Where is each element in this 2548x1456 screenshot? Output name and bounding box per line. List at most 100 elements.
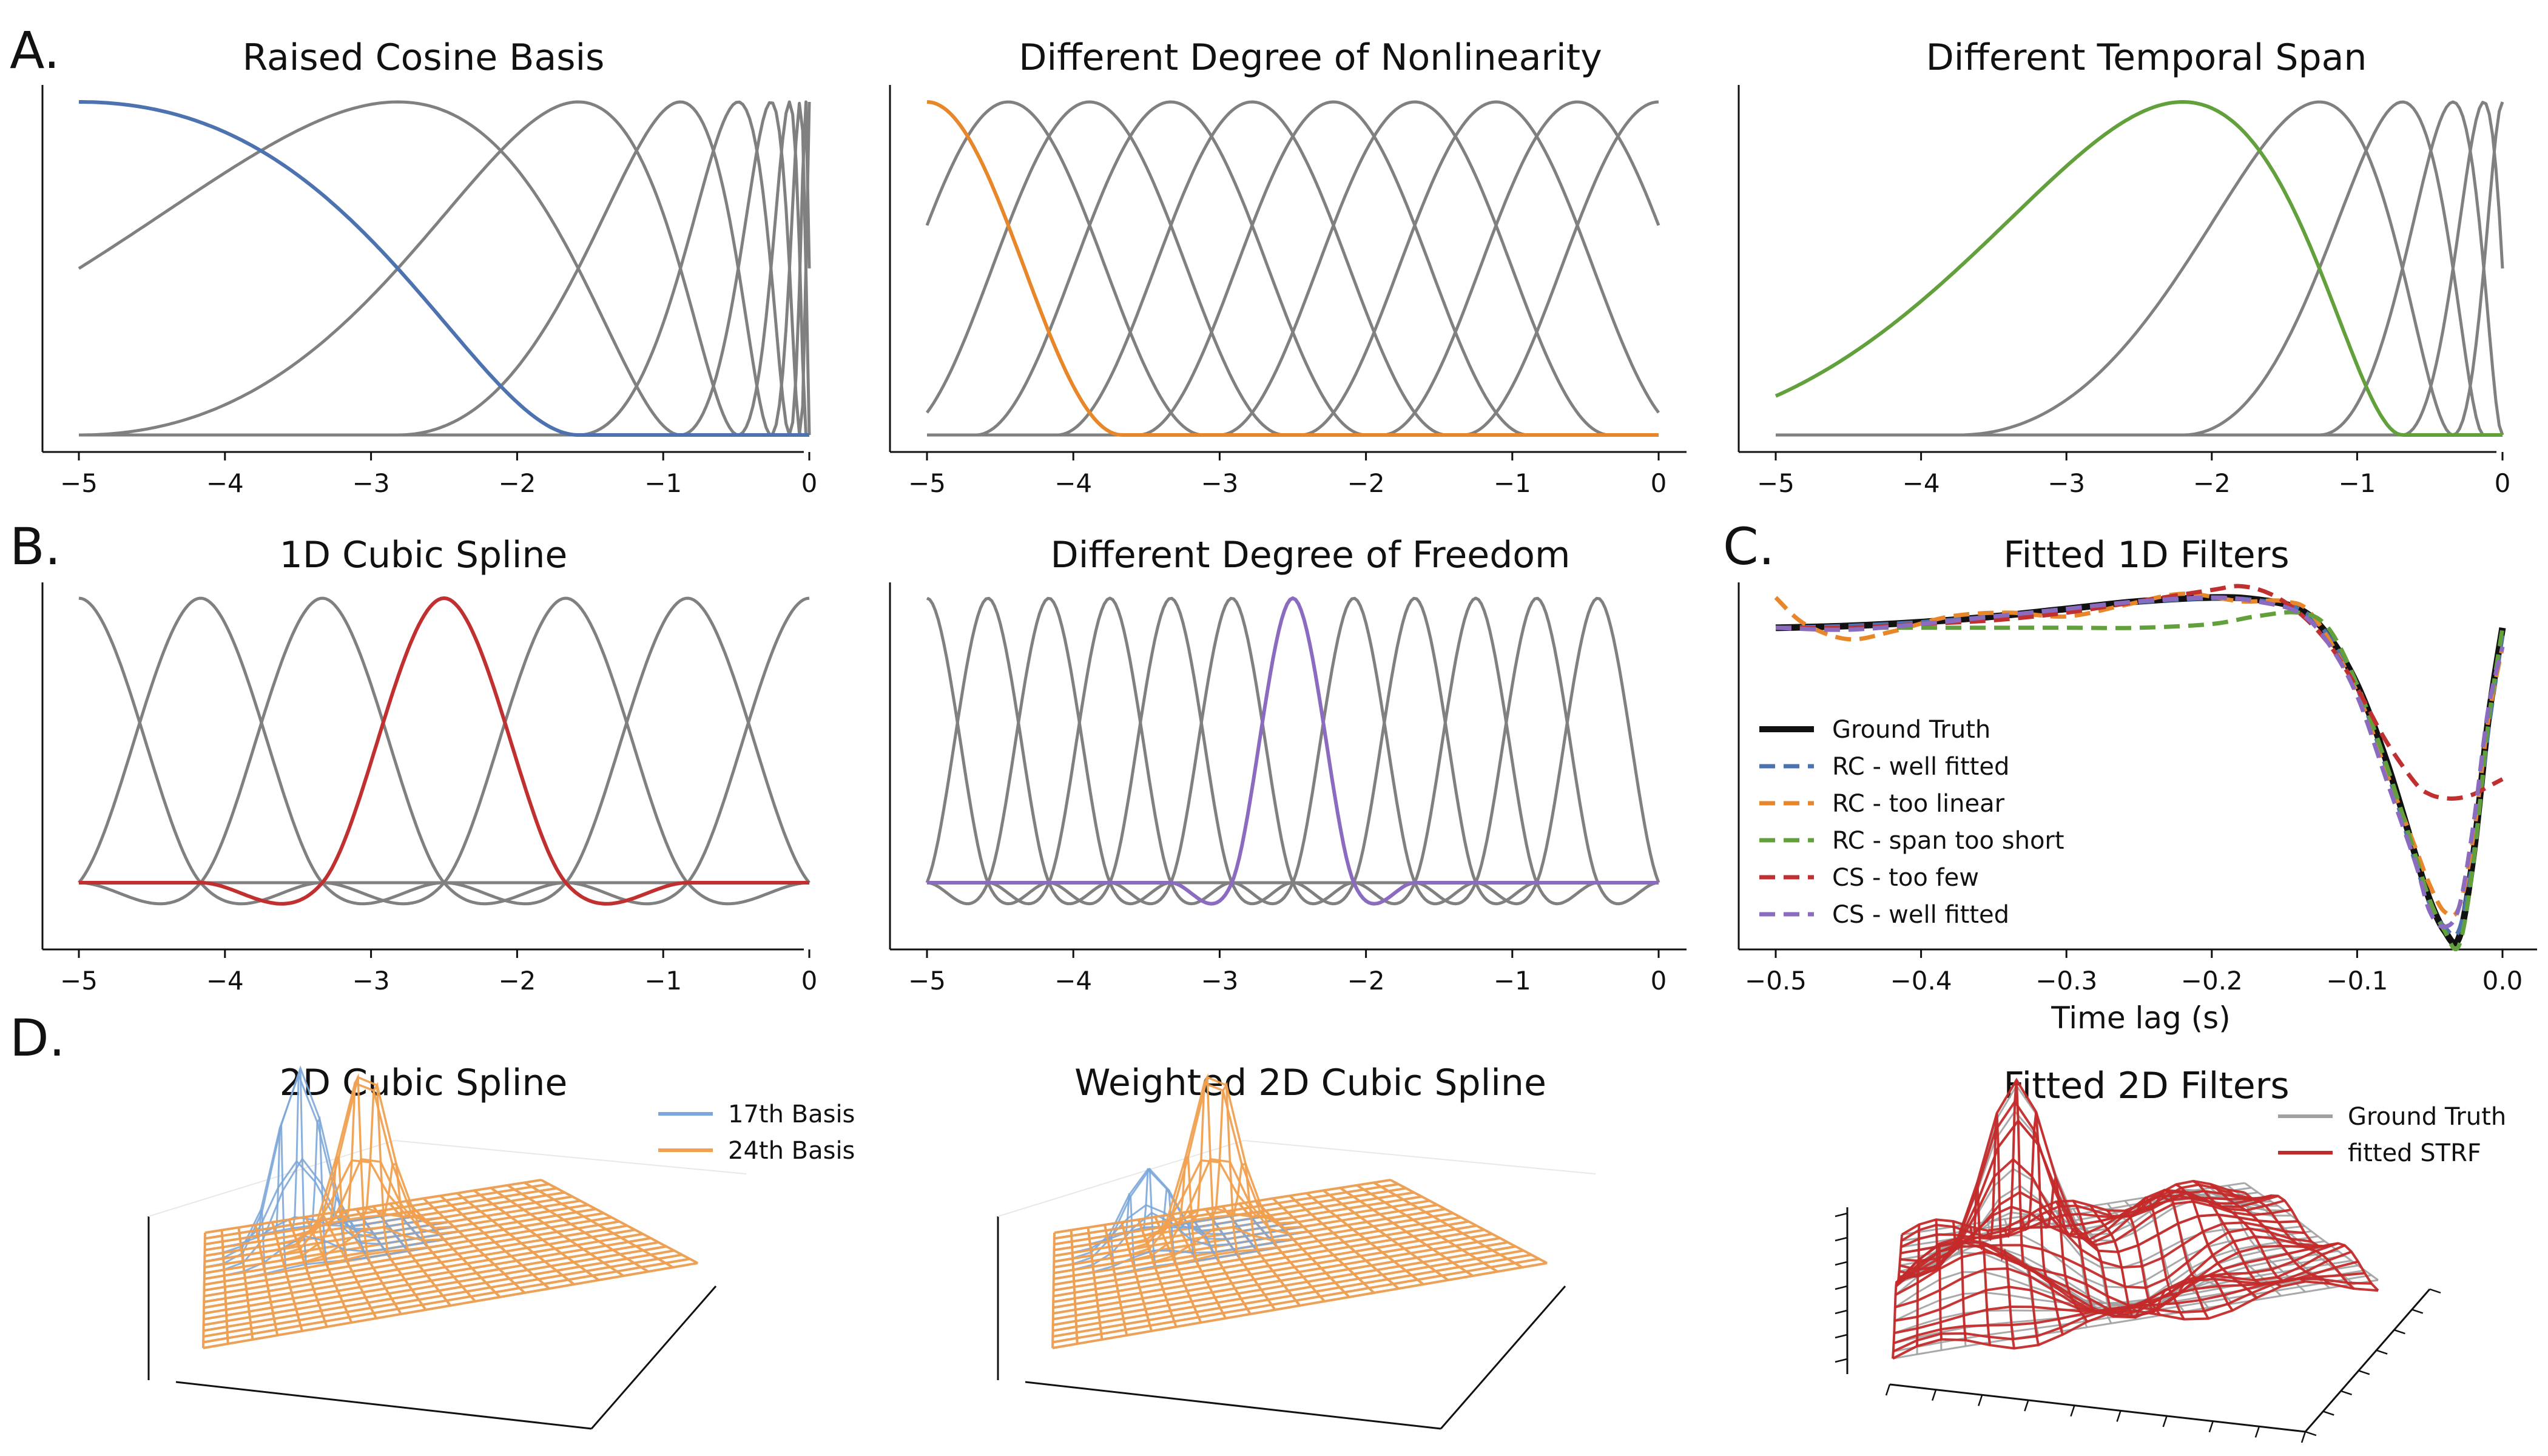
basis-mesh-orange xyxy=(1289,1195,1400,1290)
title-temporal-span: Different Temporal Span xyxy=(1926,36,2367,79)
title-fitted-1d: Fitted 1D Filters xyxy=(2003,534,2289,576)
series-line-rc-span-too-short xyxy=(1776,610,2505,952)
back-edge-weighted-2d xyxy=(1243,1140,1596,1175)
axes-cubic-spline-1d: −5 −4 −3 −2 −1 0 xyxy=(41,582,818,996)
legend-label-fitted-strf: fitted STRF xyxy=(2348,1139,2481,1167)
x-tick-label-raised-cosine: 0 xyxy=(801,468,818,498)
x-tick-label-raised-cosine: −2 xyxy=(498,468,536,498)
x-tick-label-cubic-spline-1d: −1 xyxy=(644,966,682,996)
y-tick-fitted-2d xyxy=(2429,1288,2441,1294)
legend-label-24th: 24th Basis xyxy=(728,1137,855,1165)
curves-cubic-spline-1d xyxy=(78,596,811,906)
x-tick-label-nonlinearity: −1 xyxy=(1494,468,1531,498)
fitted-strf-mesh xyxy=(1900,1190,2259,1249)
x-tick-label-degree-freedom: −1 xyxy=(1494,966,1531,996)
curves-temporal-span xyxy=(1774,100,2504,437)
x-tick-label-cubic-spline-1d: −3 xyxy=(352,966,390,996)
x-tick-fitted-2d xyxy=(2070,1405,2075,1417)
basis-mesh-orange xyxy=(422,1198,525,1294)
curves-degree-freedom xyxy=(925,596,1660,906)
x-tick-label-degree-freedom: −4 xyxy=(1054,966,1092,996)
z-tick-fitted-2d xyxy=(1835,1309,1848,1315)
axes-temporal-span: −5 −4 −3 −2 −1 0 xyxy=(1737,85,2510,498)
x-tick-label-nonlinearity: −2 xyxy=(1347,468,1385,498)
basis-mesh-orange xyxy=(1339,1187,1474,1277)
legend-label-rc-well: RC - well fitted xyxy=(1832,753,2009,781)
x-tick-fitted-2d xyxy=(2254,1426,2260,1438)
back-edge-weighted-2d xyxy=(997,1140,1244,1217)
panel-letter-d: D. xyxy=(10,1008,65,1068)
legend-label-rc-short: RC - span too short xyxy=(1832,827,2064,855)
basis-mesh-orange xyxy=(1054,1179,1391,1234)
x-tick-label-temporal-span: −5 xyxy=(1757,468,1795,498)
back-edge-cubic-spline-2d xyxy=(148,1140,395,1217)
basis-mesh-orange xyxy=(1053,1220,1469,1292)
surface-weighted-2d xyxy=(997,1073,1596,1430)
y-tick-fitted-2d xyxy=(2376,1349,2388,1355)
title-fitted-2d: Fitted 2D Filters xyxy=(2003,1065,2289,1107)
x-tick-label-cubic-spline-1d: 0 xyxy=(801,966,818,996)
basis-mesh-orange xyxy=(1373,1181,1523,1269)
y-tick-fitted-2d xyxy=(2358,1370,2370,1375)
x-tick-label-raised-cosine: −1 xyxy=(644,468,682,498)
axes-degree-freedom: −5 −4 −3 −2 −1 0 xyxy=(889,582,1687,996)
basis-mesh-orange xyxy=(1054,1082,1430,1263)
x-tick-label-raised-cosine: −5 xyxy=(60,468,98,498)
z-tick-fitted-2d xyxy=(1835,1285,1848,1290)
panel-letter-b: B. xyxy=(10,517,61,576)
basis-mesh-orange xyxy=(204,1187,558,1245)
legend-label-cs-well: CS - well fitted xyxy=(1832,901,2009,929)
fitted-strf-mesh xyxy=(2192,1180,2306,1283)
z-tick-fitted-2d xyxy=(1835,1261,1848,1266)
fitted-strf-mesh xyxy=(1896,1227,2312,1289)
basis-mesh-orange xyxy=(524,1181,674,1269)
x-tick-fitted-2d xyxy=(2024,1400,2029,1412)
x-tick-label-degree-freedom: 0 xyxy=(1651,966,1667,996)
basis-mesh-orange xyxy=(1053,1216,1461,1286)
x-tick-label-degree-freedom: −3 xyxy=(1201,966,1238,996)
y-tick-fitted-2d xyxy=(2412,1309,2424,1314)
x-tick-label-nonlinearity: 0 xyxy=(1651,468,1667,498)
basis-mesh-orange xyxy=(541,1179,698,1264)
title-weighted-2d: Weighted 2D Cubic Spline xyxy=(1074,1062,1546,1104)
basis-mesh-orange xyxy=(473,1189,600,1281)
fitted-strf-mesh xyxy=(1901,1183,2252,1242)
title-cubic-spline-2d: 2D Cubic Spline xyxy=(280,1062,568,1104)
z-tick-fitted-2d xyxy=(1835,1333,1848,1339)
title-raised-cosine: Raised Cosine Basis xyxy=(243,36,605,79)
x-tick-label-cubic-spline-1d: −4 xyxy=(206,966,244,996)
title-degree-freedom: Different Degree of Freedom xyxy=(1051,534,1571,576)
basis-mesh-orange xyxy=(204,1212,604,1280)
x-tick-label-degree-freedom: −5 xyxy=(908,966,946,996)
x-tick-fitted-2d xyxy=(2162,1415,2168,1427)
title-nonlinearity: Different Degree of Nonlinearity xyxy=(1019,36,1602,79)
basis-mesh-orange xyxy=(204,1183,550,1240)
series-line-cs-too-few xyxy=(1775,584,2504,801)
y-tick-fitted-2d xyxy=(2341,1390,2352,1396)
fitted-strf-mesh xyxy=(1900,1196,2265,1255)
fitted-strf-mesh xyxy=(2123,1196,2209,1320)
x-tick-fitted-2d xyxy=(1978,1394,1983,1406)
basis-mesh-orange xyxy=(1272,1198,1375,1294)
fitted-strf-mesh xyxy=(2209,1183,2331,1285)
x-tick-fitted-2d xyxy=(1885,1384,1891,1396)
x-tick-label-fitted-1d: −0.2 xyxy=(2181,966,2243,996)
highlighted-spline-curve xyxy=(927,596,1659,906)
surface-cubic-spline-2d xyxy=(147,1065,747,1430)
x-tick-label-raised-cosine: −3 xyxy=(352,468,390,498)
basis-mesh-orange xyxy=(1356,1184,1498,1273)
back-edge-cubic-spline-2d xyxy=(394,1140,747,1175)
axes-nonlinearity: −5 −4 −3 −2 −1 0 xyxy=(889,85,1687,498)
legend-label-17th: 17th Basis xyxy=(728,1100,855,1128)
series-line-rc-too-linear xyxy=(1774,592,2505,918)
basis-mesh-orange xyxy=(1255,1200,1350,1298)
basis-curve xyxy=(79,100,809,437)
z-tick-fitted-2d xyxy=(1835,1236,1848,1242)
basis-mesh-orange xyxy=(1053,1076,1438,1269)
highlighted-spline-curve xyxy=(79,596,809,906)
legend-label-ground-truth: Ground Truth xyxy=(1832,716,1990,744)
basis-mesh-orange xyxy=(204,1076,588,1269)
legend-label-rc-linear: RC - too linear xyxy=(1832,790,2005,818)
basis-curve xyxy=(1776,101,2504,437)
